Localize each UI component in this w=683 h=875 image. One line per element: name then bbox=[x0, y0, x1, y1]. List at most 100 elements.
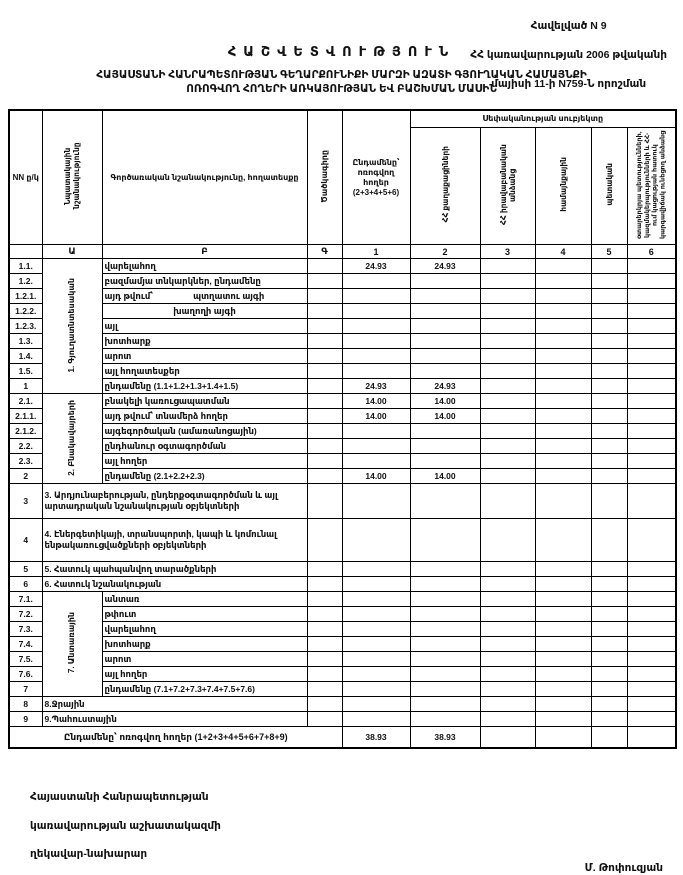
cell-label: բնակելի կառուցապատման bbox=[101, 393, 308, 409]
cell-code bbox=[306, 288, 343, 304]
cell-empty bbox=[341, 333, 411, 349]
cell-label: արոտ bbox=[101, 651, 308, 667]
cell-nn: 1.1. bbox=[8, 258, 43, 274]
cell-empty bbox=[409, 561, 481, 577]
signer-title-line3: ղեկավար-նախարար bbox=[30, 847, 148, 860]
cell-code bbox=[306, 606, 343, 622]
cell-label: խոտհարք bbox=[101, 636, 308, 652]
cell-nn: 7.3. bbox=[8, 621, 43, 637]
table-row: 4 4. Էներգետիկայի, տրանսպորտի, կապի և կո… bbox=[8, 518, 677, 562]
cell-nn: 1 bbox=[8, 378, 43, 394]
cell-empty bbox=[534, 636, 592, 652]
cell-total-value: 14.00 bbox=[341, 393, 411, 409]
cell-empty bbox=[626, 606, 677, 622]
letter-nn bbox=[8, 244, 43, 259]
cell-empty bbox=[626, 591, 677, 607]
cell-code bbox=[306, 438, 343, 454]
page-subtitle: ՀԱՅԱՍՏԱՆԻ ՀԱՆՐԱՊԵՏՈՒԹՅԱՆ ԳԵՂԱՐՔՈՒՆԻՔԻ ՄԱ… bbox=[0, 68, 683, 96]
cell-empty bbox=[534, 348, 592, 364]
cell-empty bbox=[590, 518, 628, 562]
table-row: 7.3. վարելահող bbox=[8, 621, 677, 637]
cell-empty bbox=[590, 423, 628, 439]
cell-empty bbox=[409, 438, 481, 454]
cell-label: այգեգործական (ամառանոցային) bbox=[101, 423, 308, 439]
cell-empty bbox=[590, 333, 628, 349]
cell-empty bbox=[479, 636, 536, 652]
letter-5: 5 bbox=[590, 244, 628, 259]
header-ownership-subject: Սեփականության սուբյեկտը bbox=[409, 109, 677, 128]
cell-empty bbox=[590, 453, 628, 469]
cell-empty bbox=[479, 288, 536, 304]
cell-empty bbox=[590, 288, 628, 304]
table-row: 1.3. խոտհարք bbox=[8, 333, 677, 349]
cell-empty bbox=[479, 666, 536, 682]
cell-empty bbox=[590, 258, 628, 274]
cell-empty bbox=[590, 696, 628, 712]
cell-empty bbox=[626, 348, 677, 364]
signer-title-line2: կառավարության աշխատակազմի bbox=[30, 819, 221, 832]
cell-empty bbox=[590, 303, 628, 319]
cell-empty bbox=[590, 576, 628, 592]
signature-block: Հայաստանի Հանրապետության կառավարության ա… bbox=[30, 776, 663, 875]
cell-empty bbox=[626, 288, 677, 304]
cell-empty bbox=[341, 423, 411, 439]
cell-empty bbox=[479, 696, 536, 712]
cell-empty bbox=[534, 651, 592, 667]
cell-grand-total-value: 38.93 bbox=[341, 726, 411, 749]
cell-nn: 7.6. bbox=[8, 666, 43, 682]
cell-label: այդ թվում՝ պտղատու այգի bbox=[101, 288, 308, 304]
cell-code bbox=[306, 393, 343, 409]
cell-label: արոտ bbox=[101, 348, 308, 364]
cell-empty bbox=[479, 576, 536, 592]
cell-label: այլ bbox=[101, 318, 308, 334]
cell-empty bbox=[534, 273, 592, 289]
cell-nn: 7 bbox=[8, 681, 43, 697]
cell-empty bbox=[534, 303, 592, 319]
cell-empty bbox=[409, 333, 481, 349]
cell-empty bbox=[626, 333, 677, 349]
table-row: 7.6. այլ հողեր bbox=[8, 666, 677, 682]
table-row: 6 6. Հատուկ նշանակության bbox=[8, 576, 677, 592]
section-total-row: 2 ընդամենը (2.1+2.2+2.3) 14.00 14.00 bbox=[8, 468, 677, 484]
cell-nn: 3 bbox=[8, 483, 43, 519]
cell-total-value: 14.00 bbox=[341, 468, 411, 484]
cell-empty bbox=[479, 408, 536, 424]
cell-label: 8.Ջրային bbox=[41, 696, 308, 712]
cell-label: 5. Հատուկ պահպանվող տարածքների bbox=[41, 561, 308, 577]
letter-b: Բ bbox=[101, 244, 308, 259]
cell-empty bbox=[590, 726, 628, 749]
cell-empty bbox=[534, 468, 592, 484]
cell-empty bbox=[534, 726, 592, 749]
cell-empty bbox=[626, 651, 677, 667]
cell-code bbox=[306, 591, 343, 607]
cell-empty bbox=[341, 303, 411, 319]
cell-empty bbox=[590, 666, 628, 682]
cell-empty bbox=[341, 606, 411, 622]
cell-empty bbox=[590, 438, 628, 454]
cell-empty bbox=[479, 318, 536, 334]
table-row: 9 9.Պահուստային bbox=[8, 711, 677, 727]
cell-empty bbox=[479, 378, 536, 394]
table-row: 8 8.Ջրային bbox=[8, 696, 677, 712]
cell-empty bbox=[590, 363, 628, 379]
cell-code bbox=[306, 378, 343, 394]
grand-total-row: Ընդամենը՝ ոռոգվող հողեր (1+2+3+4+5+6+7+8… bbox=[8, 726, 677, 749]
cell-label: թփուտ bbox=[101, 606, 308, 622]
cell-empty bbox=[409, 711, 481, 727]
cell-empty bbox=[341, 561, 411, 577]
cell-grand-total-citizens: 38.93 bbox=[409, 726, 481, 749]
annex-line1: Հավելված N 9 bbox=[530, 19, 607, 32]
cell-empty bbox=[534, 423, 592, 439]
cell-empty bbox=[341, 696, 411, 712]
cell-empty bbox=[626, 453, 677, 469]
header-own-citizens: ՀՀ քաղաքացիների bbox=[409, 127, 481, 245]
header-functional-designation: Գործառական նշանակությունը, հողատեսքը bbox=[101, 109, 308, 245]
cell-empty bbox=[409, 483, 481, 519]
cell-empty bbox=[590, 318, 628, 334]
cell-empty bbox=[479, 726, 536, 749]
cell-empty bbox=[626, 518, 677, 562]
cell-empty bbox=[590, 348, 628, 364]
cell-citizens-value: 14.00 bbox=[409, 393, 481, 409]
cell-empty bbox=[534, 363, 592, 379]
cell-empty bbox=[590, 606, 628, 622]
